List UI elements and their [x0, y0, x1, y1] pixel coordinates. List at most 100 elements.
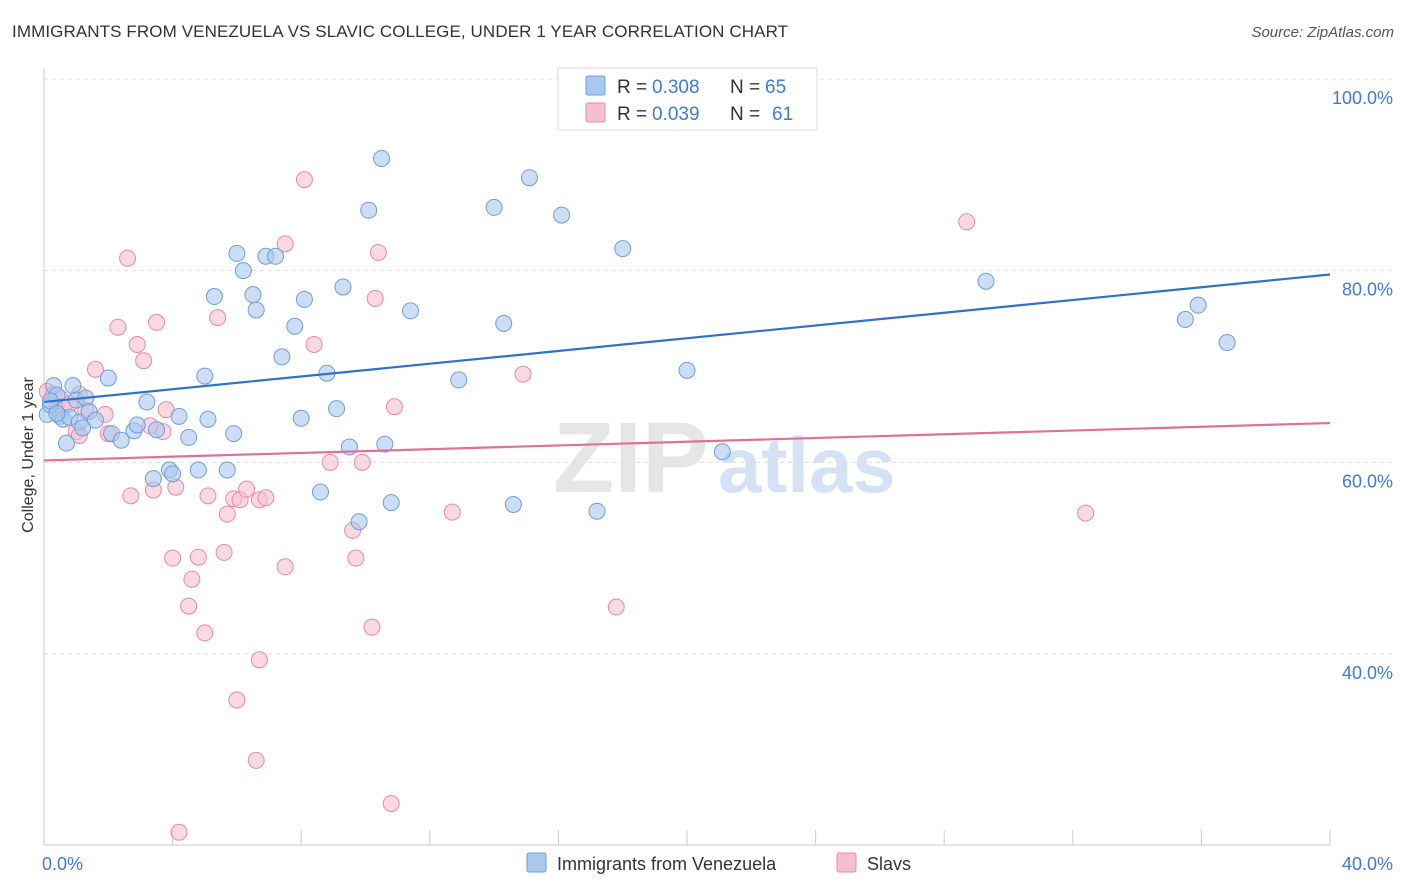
y-axis-label: College, Under 1 year — [20, 377, 37, 533]
stats-n-label-pink: N = — [730, 104, 760, 125]
slavs-point — [347, 549, 365, 567]
watermark-atlas: atlas — [718, 421, 896, 509]
slavs-point — [1077, 504, 1095, 522]
slavs-point — [276, 235, 294, 253]
slavs-point — [607, 598, 625, 616]
slavs-point — [228, 691, 246, 709]
chart-title: IMMIGRANTS FROM VENEZUELA VS SLAVIC COLL… — [12, 22, 789, 41]
slavs-point — [305, 335, 323, 353]
venezuela-point — [292, 409, 310, 427]
slavs-point — [382, 795, 400, 812]
venezuela-point — [334, 278, 352, 296]
venezuela-point — [164, 465, 182, 483]
stats-r-label-pink: R = — [617, 104, 647, 125]
watermark-zip: ZIP — [553, 402, 709, 514]
venezuela-point — [266, 247, 284, 265]
slavs-point — [86, 360, 104, 378]
venezuela-point — [247, 301, 265, 319]
legend-swatch-venezuela — [526, 852, 547, 873]
x-tick-labels: 0.0% 40.0% — [42, 854, 1393, 874]
slavs-point — [295, 171, 313, 189]
slavs-point — [238, 480, 256, 498]
slavs-point — [385, 398, 403, 416]
venezuela-point — [373, 150, 391, 168]
venezuela-point — [485, 198, 503, 216]
venezuela-point — [234, 262, 252, 280]
slavs-point — [199, 487, 217, 505]
venezuela-point — [1218, 334, 1236, 352]
slavs-point — [135, 352, 153, 370]
slavs-point — [128, 335, 146, 353]
y-tick-label: 100.0% — [1332, 88, 1393, 108]
venezuela-point — [86, 411, 104, 429]
y-tick-label: 60.0% — [1342, 471, 1393, 491]
legend-label-slavs: Slavs — [867, 854, 911, 874]
stats-r-label-blue: R = — [617, 77, 647, 98]
x-tick-marks — [43, 830, 1331, 845]
series-slavs-points — [38, 67, 1095, 841]
venezuela-point — [144, 470, 162, 488]
venezuela-point — [225, 425, 243, 443]
slavs-point — [276, 558, 294, 576]
venezuela-point — [244, 286, 262, 304]
y-tick-labels: 100.0% 80.0% 60.0% 40.0% — [1332, 88, 1393, 683]
venezuela-point — [273, 348, 291, 366]
venezuela-point — [180, 428, 198, 446]
venezuela-point — [64, 377, 82, 395]
venezuela-point — [99, 369, 117, 387]
venezuela-point — [205, 288, 223, 306]
venezuela-point — [328, 400, 346, 418]
series-venezuela-points — [38, 150, 1236, 531]
venezuela-trend-line — [43, 273, 1331, 404]
slavs-point — [119, 249, 137, 267]
venezuela-point — [128, 416, 146, 434]
venezuela-point — [228, 244, 246, 262]
slavs-point — [443, 503, 461, 521]
venezuela-point — [148, 421, 166, 439]
slavs-point — [164, 549, 182, 567]
venezuela-point — [58, 434, 76, 452]
venezuela-point — [74, 419, 92, 437]
slavs-point — [109, 318, 127, 336]
stats-n-label-blue: N = — [730, 77, 760, 98]
venezuela-point — [520, 169, 538, 187]
venezuela-point — [112, 431, 130, 449]
venezuela-point — [170, 407, 188, 425]
slavs-point — [122, 487, 140, 505]
venezuela-point — [382, 494, 400, 512]
y-tick-label: 40.0% — [1342, 663, 1393, 683]
venezuela-point — [495, 314, 513, 332]
venezuela-point — [402, 302, 420, 320]
slavs-point — [196, 624, 214, 642]
trend-lines — [43, 273, 1331, 462]
slavs-point — [189, 548, 207, 566]
venezuela-point — [977, 272, 995, 290]
venezuela-point — [48, 404, 66, 422]
slavs-point — [514, 365, 532, 383]
venezuela-point — [311, 483, 329, 501]
venezuela-point — [218, 461, 236, 479]
venezuela-point — [286, 317, 304, 335]
slavs-trend-line — [43, 421, 1331, 462]
slavs-point — [363, 618, 381, 636]
y-tick-label: 80.0% — [1342, 280, 1393, 300]
slavs-point — [353, 453, 371, 471]
slavs-point — [321, 453, 339, 471]
venezuela-point — [350, 513, 368, 531]
venezuela-point — [199, 410, 217, 428]
slavs-point — [247, 751, 265, 769]
source-label: Source: ZipAtlas.com — [1251, 24, 1394, 41]
slavs-point — [180, 597, 198, 615]
slavs-point — [958, 213, 976, 231]
slavs-point — [170, 823, 188, 841]
stats-swatch-pink — [585, 102, 606, 123]
slavs-point — [257, 489, 275, 507]
slavs-point — [148, 313, 166, 331]
venezuela-point — [678, 361, 696, 379]
venezuela-point — [614, 240, 632, 258]
venezuela-point — [376, 435, 394, 453]
slavs-point — [209, 309, 227, 327]
stats-swatch-blue — [585, 75, 606, 96]
stats-n-value-blue: 65 — [765, 77, 786, 98]
